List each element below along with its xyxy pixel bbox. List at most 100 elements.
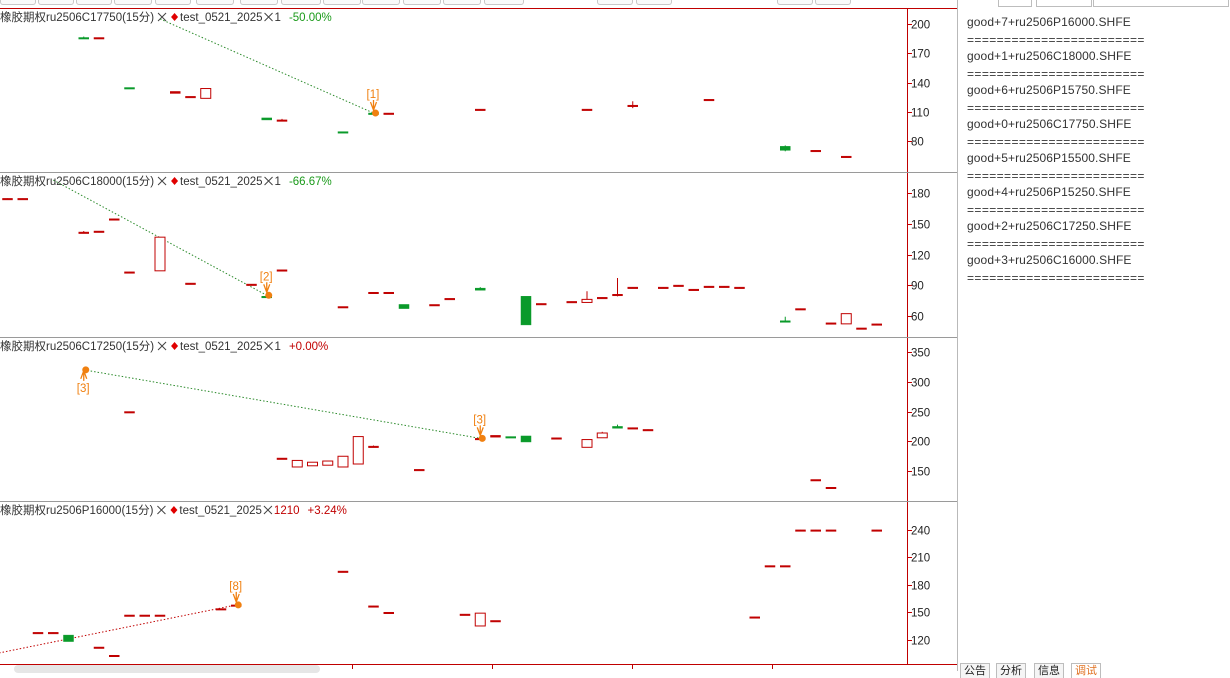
toolbar-tab-4[interactable]: [155, 0, 191, 5]
strategy-name: test_0521_2025: [180, 341, 263, 353]
close-strategy-icon[interactable]: [264, 341, 273, 351]
side-search-input[interactable]: [1093, 0, 1229, 7]
candle: [627, 427, 638, 430]
toolbar-tab-13[interactable]: [597, 0, 633, 5]
candle: [185, 96, 196, 99]
position-value: 1: [275, 12, 281, 24]
log-entry: good+4+ru2506P15250.SHFE: [967, 185, 1131, 199]
toolbar-tab-3[interactable]: [114, 0, 152, 5]
signal-label: [3]: [473, 414, 486, 426]
side-dropdown[interactable]: [998, 0, 1032, 7]
chart-area[interactable]: 橡胶期权ru2506C17750(15分) test_0521_2025 1 -50.…: [0, 0, 957, 671]
candle: [291, 459, 303, 468]
candle: [398, 304, 410, 309]
candle: [78, 231, 89, 234]
toolbar-tab-14[interactable]: [636, 0, 672, 5]
close-panel-icon[interactable]: [157, 176, 167, 186]
candle: [139, 614, 150, 617]
signal-label: [3]: [77, 383, 90, 395]
candle: [185, 282, 196, 285]
toolbar-tab-8[interactable]: [323, 0, 361, 5]
close-strategy-icon[interactable]: [263, 505, 273, 515]
log-separator: ========================: [967, 33, 1145, 47]
price-tick-label: 180: [911, 581, 930, 593]
candle: [459, 613, 471, 616]
close-panel-icon[interactable]: [157, 341, 167, 351]
candle: [17, 198, 28, 201]
candle: [581, 439, 593, 448]
price-tick-label: 110: [911, 108, 929, 120]
candle: [703, 99, 715, 102]
price-tick-label: 250: [911, 408, 930, 420]
candle: [124, 614, 135, 617]
candle: [261, 117, 272, 121]
candle: [337, 455, 349, 468]
candle: [688, 288, 699, 291]
signal-label: [8]: [229, 581, 242, 593]
panel-title: 橡胶期权ru2506C18000(15分): [0, 174, 154, 188]
candle: [520, 435, 532, 443]
toolbar-tab-0[interactable]: [0, 0, 36, 5]
price-tick-label: 150: [911, 220, 930, 232]
side-dropdown-2[interactable]: [1036, 0, 1092, 7]
candle: [520, 296, 532, 326]
candle: [719, 285, 730, 288]
price-tick-label: 200: [911, 437, 930, 449]
candle: [536, 303, 547, 306]
strategy-name: test_0521_2025: [180, 12, 263, 24]
close-strategy-icon[interactable]: [264, 176, 273, 186]
candle: [337, 306, 349, 309]
candle: [703, 285, 715, 288]
log-separator: ========================: [967, 203, 1145, 217]
toolbar-tab-15[interactable]: [777, 0, 813, 5]
toolbar-tab-6[interactable]: [240, 0, 278, 5]
toolbar-tab-2[interactable]: [76, 0, 112, 5]
toolbar-tab-16[interactable]: [815, 0, 851, 5]
close-strategy-icon[interactable]: [264, 12, 273, 22]
candle: [810, 529, 821, 532]
toolbar-tab-7[interactable]: [281, 0, 321, 5]
candle: [352, 436, 364, 465]
horizontal-scrollbar[interactable]: [14, 665, 320, 673]
close-panel-icon[interactable]: [157, 12, 167, 22]
candle: [368, 291, 379, 294]
price-tick-label: 120: [911, 251, 930, 263]
candle: [795, 308, 806, 311]
diamond-icon: [170, 506, 178, 514]
candle: [734, 286, 745, 289]
candle: [581, 108, 593, 111]
log-entry: good+1+ru2506C18000.SHFE: [967, 49, 1132, 63]
toolbar-tab-10[interactable]: [403, 0, 441, 5]
signal-label: [1]: [367, 89, 380, 101]
close-panel-icon[interactable]: [157, 505, 166, 515]
candle: [841, 155, 852, 158]
signal-trendline: [0, 604, 237, 654]
signal-label: [2]: [260, 271, 273, 283]
candle: [383, 611, 394, 614]
log-separator: ========================: [967, 271, 1145, 285]
candle: [337, 570, 349, 573]
candle: [429, 304, 440, 307]
toolbar-tab-12[interactable]: [484, 0, 524, 5]
price-tick-label: 180: [911, 189, 930, 201]
log-entry: good+0+ru2506C17750.SHFE: [967, 117, 1132, 131]
log-entry: good+5+ru2506P15500.SHFE: [967, 151, 1131, 165]
toolbar-tab-1[interactable]: [38, 0, 74, 5]
toolbar-tab-5[interactable]: [196, 0, 234, 5]
candle: [124, 271, 135, 274]
price-tick-label: 60: [911, 312, 924, 324]
pnl-value: +0.00%: [289, 341, 328, 353]
candle: [566, 301, 577, 304]
charts-svg[interactable]: 橡胶期权ru2506C17750(15分) test_0521_2025 1 -50.…: [0, 0, 957, 671]
candle: [444, 298, 455, 301]
candle: [780, 146, 791, 151]
pnl-value: -50.00%: [289, 12, 332, 24]
toolbar-tab-11[interactable]: [443, 0, 481, 5]
candle: [475, 108, 486, 111]
diamond-icon: [171, 342, 179, 350]
candle: [825, 529, 837, 532]
signal-trendline: [83, 369, 481, 439]
candle: [551, 437, 562, 440]
toolbar-tab-9[interactable]: [362, 0, 400, 5]
candle: [215, 608, 227, 611]
